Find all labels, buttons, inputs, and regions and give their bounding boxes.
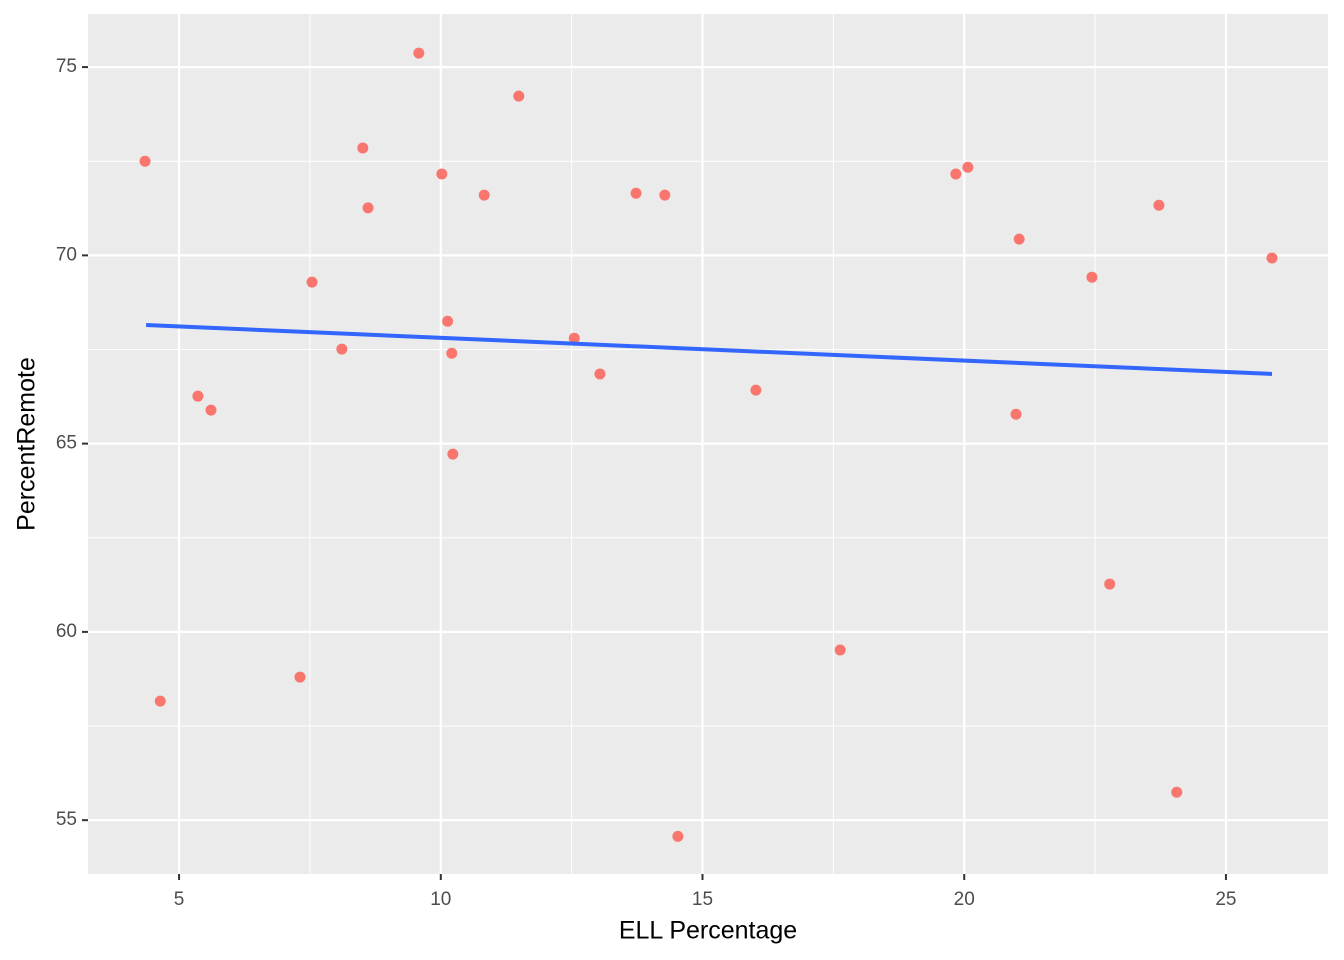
point (1010, 408, 1022, 420)
point (1086, 271, 1098, 283)
point (1013, 233, 1025, 245)
x-tick-label: 20 (954, 889, 975, 910)
point (1104, 578, 1116, 590)
point (362, 202, 374, 214)
y-tick-label: 55 (56, 809, 77, 830)
point (513, 90, 525, 102)
point (205, 404, 217, 416)
point (1266, 252, 1278, 264)
y-axis-title: PercentRemote (13, 357, 41, 531)
point (1171, 786, 1183, 798)
point (336, 343, 348, 355)
point (446, 347, 458, 359)
point (294, 671, 306, 683)
point (659, 189, 671, 201)
point (962, 161, 974, 173)
point (750, 384, 762, 396)
point (447, 448, 459, 460)
point (154, 695, 166, 707)
y-tick-label: 75 (56, 56, 77, 77)
point (834, 644, 846, 656)
point (436, 168, 448, 180)
x-tick-label: 5 (174, 889, 185, 910)
point (413, 47, 425, 59)
point (478, 189, 490, 201)
point (192, 390, 204, 402)
point (357, 142, 369, 154)
point (442, 315, 454, 327)
x-tick-label: 10 (430, 889, 451, 910)
y-tick-label: 60 (56, 621, 77, 642)
x-tick-label: 15 (692, 889, 713, 910)
point (672, 830, 684, 842)
point (306, 276, 318, 288)
x-tick-label: 25 (1215, 889, 1236, 910)
point (594, 368, 606, 380)
y-tick-label: 65 (56, 433, 77, 454)
point (630, 187, 642, 199)
y-tick-label: 70 (56, 244, 77, 265)
x-axis-title: ELL Percentage (619, 917, 797, 945)
point (139, 155, 151, 167)
point (950, 168, 962, 180)
trend-line (146, 323, 1273, 376)
point (568, 332, 580, 344)
point (1153, 199, 1165, 211)
